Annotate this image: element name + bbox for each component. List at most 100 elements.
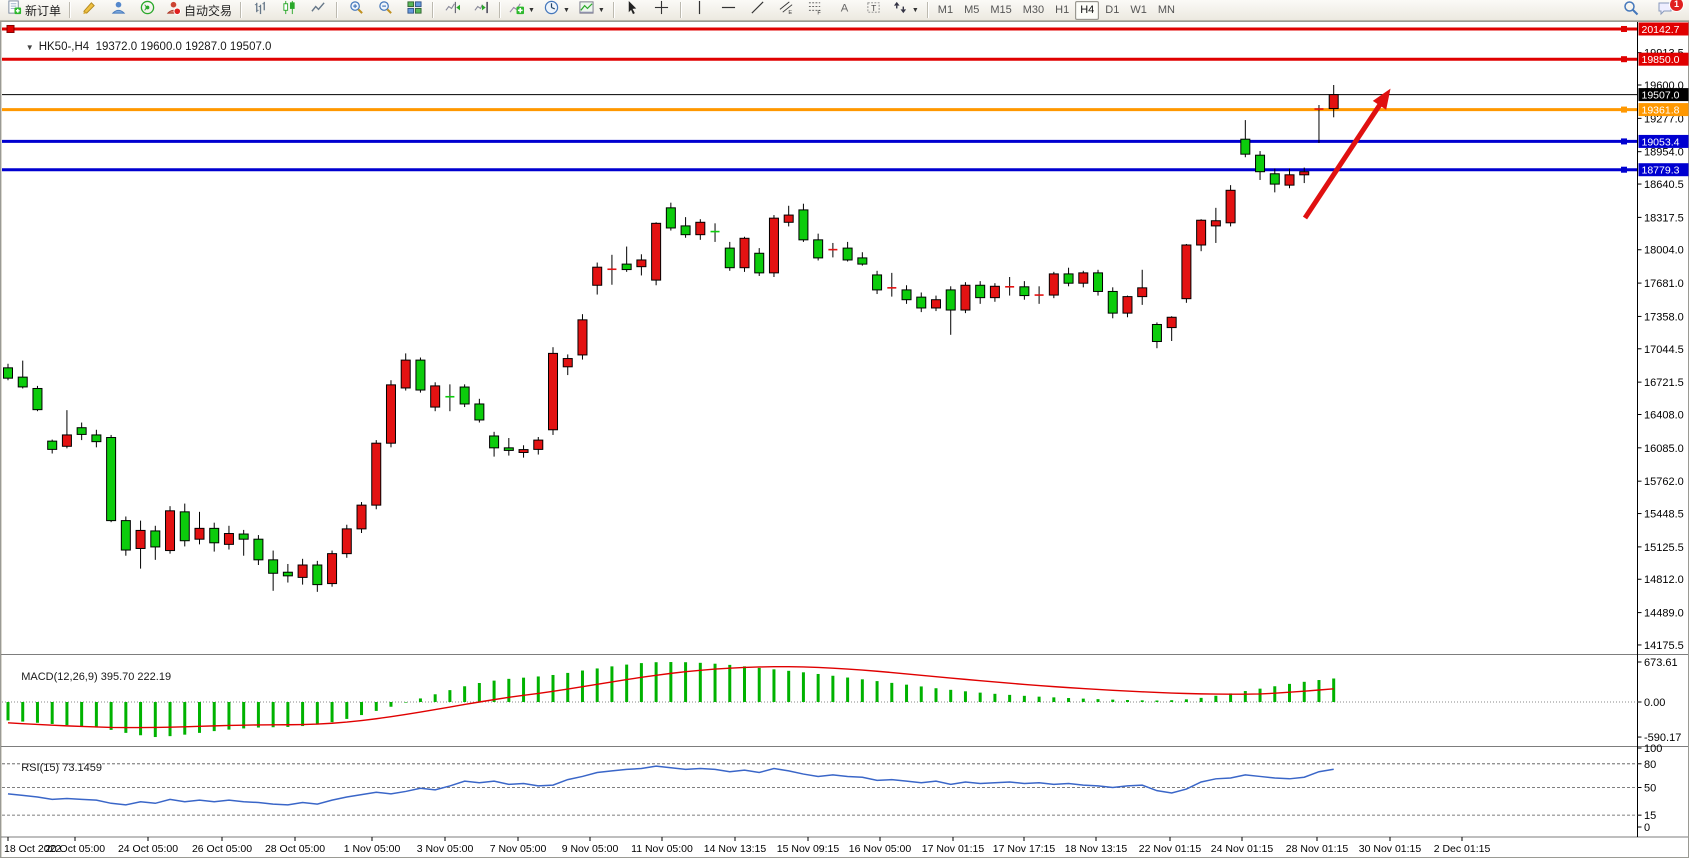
svg-text:14175.5: 14175.5	[1644, 640, 1684, 652]
svg-text:7 Nov 05:00: 7 Nov 05:00	[490, 843, 547, 855]
svg-text:17 Nov 17:15: 17 Nov 17:15	[993, 843, 1056, 855]
rsi-indicator-label: RSI(15) 73.1459	[9, 750, 102, 786]
svg-text:18 Oct 2022: 18 Oct 2022	[4, 843, 61, 855]
horizontal-line-button[interactable]	[715, 0, 743, 21]
timeframe-d1[interactable]: D1	[1105, 4, 1120, 16]
timeframe-m5[interactable]: M5	[964, 4, 980, 16]
rsi-value: 73.1459	[62, 762, 102, 774]
timeframe-w1[interactable]: W1	[1130, 4, 1147, 16]
search-button[interactable]	[1617, 0, 1645, 21]
timeframe-h4[interactable]: H4	[1075, 0, 1100, 20]
metaeditor-button[interactable]	[75, 0, 103, 21]
candlestick-button[interactable]	[275, 0, 303, 21]
svg-text:15: 15	[1644, 810, 1656, 822]
zoom-out-button[interactable]	[371, 0, 399, 21]
autotrading-icon	[166, 0, 182, 20]
text-label-icon: T	[866, 0, 881, 20]
ohlc-values: 19372.0 19600.0 19287.0 19507.0	[95, 41, 272, 53]
timeframe-m1[interactable]: M1	[937, 4, 954, 16]
zoom-in-icon	[349, 0, 364, 20]
arrows-button[interactable]: ▼	[889, 0, 923, 21]
autotrading-label: 自动交易	[184, 3, 233, 18]
separator	[240, 2, 243, 18]
svg-text:28 Oct 05:00: 28 Oct 05:00	[265, 843, 325, 855]
timeframe-m15[interactable]: M15	[990, 4, 1012, 16]
fibonacci-icon: F	[808, 0, 823, 20]
line-chart-button[interactable]	[304, 0, 332, 21]
vertical-line-button[interactable]	[686, 0, 714, 21]
notification-badge: 1	[1669, 0, 1684, 12]
auto-scroll-button[interactable]	[438, 0, 466, 21]
svg-text:E: E	[789, 10, 793, 15]
chart-shift-button[interactable]	[467, 0, 495, 21]
tile-windows-button[interactable]	[400, 0, 428, 21]
arrows-icon	[893, 0, 908, 20]
macd-values: 395.70 222.19	[100, 671, 172, 683]
separator	[612, 2, 615, 18]
trendline-icon	[750, 0, 765, 20]
separator	[336, 2, 339, 18]
signals-icon	[140, 0, 155, 20]
svg-text:16408.0: 16408.0	[1644, 409, 1684, 421]
dropdown-arrow-icon: ▼	[528, 6, 535, 14]
svg-text:9 Nov 05:00: 9 Nov 05:00	[562, 843, 619, 855]
svg-text:50: 50	[1644, 783, 1656, 795]
text-icon: A	[837, 0, 852, 20]
svg-text:11 Nov 05:00: 11 Nov 05:00	[631, 843, 693, 855]
template-button[interactable]: ▼	[575, 0, 609, 21]
strategy-tester-button[interactable]	[104, 0, 132, 21]
channel-button[interactable]: E	[773, 0, 801, 21]
line-chart-icon	[310, 0, 326, 20]
dropdown-arrow-icon: ▼	[597, 6, 605, 14]
timeframe-mn[interactable]: MN	[1157, 4, 1175, 16]
autotrading-button[interactable]: 自动交易	[162, 0, 236, 21]
separator	[679, 2, 682, 18]
trendline-button[interactable]	[744, 0, 772, 21]
tile-windows-icon	[407, 0, 422, 20]
text-label-button[interactable]: T	[860, 0, 888, 21]
fibonacci-button[interactable]: F	[802, 0, 830, 21]
svg-text:15125.5: 15125.5	[1644, 542, 1684, 554]
macd-indicator-label: MACD(12,26,9) 395.70 222.19	[9, 659, 171, 695]
template-icon	[579, 0, 594, 20]
svg-text:15 Nov 09:15: 15 Nov 09:15	[777, 843, 840, 855]
svg-text:0.00: 0.00	[1644, 697, 1665, 709]
timeframe-h1[interactable]: H1	[1055, 4, 1070, 16]
cursor-button[interactable]	[619, 0, 647, 21]
search-icon	[1623, 0, 1639, 21]
signals-button[interactable]	[133, 0, 161, 21]
dropdown-arrow-icon: ▼	[911, 6, 919, 14]
macd-name: MACD(12,26,9)	[21, 671, 98, 683]
svg-text:2 Dec 01:15: 2 Dec 01:15	[1434, 843, 1491, 855]
strategy-tester-icon	[111, 0, 126, 20]
svg-text:19277.0: 19277.0	[1644, 113, 1684, 125]
chevron-down-icon: ▼	[25, 43, 34, 52]
chart-canvas[interactable]: 19913.519600.019277.018954.018640.518317…	[0, 21, 1689, 858]
indicators-icon	[509, 0, 525, 20]
crosshair-button[interactable]	[648, 0, 676, 21]
chart-shift-icon	[474, 0, 489, 20]
svg-text:14812.0: 14812.0	[1644, 574, 1684, 586]
new-order-button[interactable]: 新订单	[3, 0, 65, 21]
timeframe-m30[interactable]: M30	[1022, 4, 1045, 16]
svg-text:17358.0: 17358.0	[1644, 311, 1684, 323]
svg-text:100: 100	[1644, 743, 1662, 755]
chat-button[interactable]: 1	[1651, 0, 1684, 21]
periods-icon	[544, 0, 559, 20]
bar-chart-button[interactable]	[246, 0, 274, 21]
zoom-in-button[interactable]	[342, 0, 370, 21]
svg-text:24 Oct 05:00: 24 Oct 05:00	[118, 843, 178, 855]
candlestick-icon	[282, 0, 297, 20]
vertical-line-icon	[692, 0, 707, 20]
chart-window: 19913.519600.019277.018954.018640.518317…	[0, 21, 1689, 858]
svg-text:18640.5: 18640.5	[1644, 179, 1684, 191]
svg-text:18317.5: 18317.5	[1644, 212, 1684, 224]
text-button[interactable]: A	[831, 0, 859, 21]
periods-button[interactable]: ▼	[540, 0, 574, 21]
crosshair-icon	[654, 0, 669, 20]
indicators-button[interactable]: ▼	[505, 0, 539, 21]
svg-text:19361.8: 19361.8	[1642, 105, 1680, 117]
svg-text:F: F	[818, 11, 822, 15]
svg-text:15448.5: 15448.5	[1644, 509, 1684, 521]
svg-text:20 Oct 05:00: 20 Oct 05:00	[45, 843, 105, 855]
